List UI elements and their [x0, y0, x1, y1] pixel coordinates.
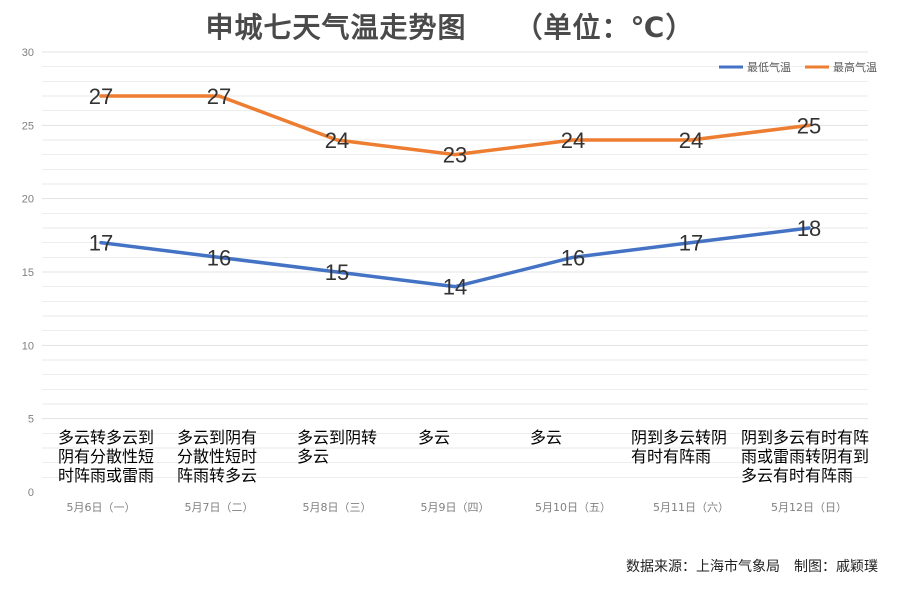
y-tick-label: 30 — [22, 47, 34, 59]
data-point — [217, 255, 221, 259]
data-point — [453, 285, 457, 289]
x-tick-label: 5月9日（四） — [421, 501, 490, 514]
weather-description: 有时有阵雨 — [631, 447, 711, 466]
y-tick-label: 25 — [22, 120, 34, 132]
data-label: 16 — [561, 245, 585, 270]
data-label: 27 — [207, 84, 231, 109]
weather-description: 时阵雨或雷雨 — [58, 466, 154, 485]
weather-description: 多云转多云到 — [58, 428, 154, 447]
data-label: 17 — [679, 231, 703, 256]
weather-description: 多云到阴转 — [297, 428, 377, 447]
y-tick-label: 10 — [22, 340, 34, 352]
x-tick-label: 5月11日（六） — [653, 501, 729, 514]
y-tick-label: 20 — [22, 194, 34, 206]
weather-description: 多云 — [418, 428, 450, 447]
data-point — [217, 94, 221, 98]
weather-description: 多云 — [297, 447, 329, 466]
x-tick-label: 5月6日（一） — [67, 501, 136, 514]
data-label: 24 — [561, 128, 585, 153]
data-point — [689, 138, 693, 142]
data-point — [571, 138, 575, 142]
weather-description: 阴到多云转阴 — [631, 428, 727, 447]
data-point — [99, 241, 103, 245]
x-tick-label: 5月8日（三） — [303, 501, 372, 514]
data-label: 23 — [443, 143, 467, 168]
credit-label: 制图：戚颖璞 — [794, 559, 878, 575]
source-footer: 数据来源：上海市气象局 制图：戚颖璞 — [626, 556, 878, 576]
weather-description: 多云有时有阵雨 — [741, 466, 853, 485]
data-point — [99, 94, 103, 98]
weather-description: 分散性短时 — [177, 447, 257, 466]
unit-label: （单位：℃） — [514, 11, 695, 44]
data-point — [689, 241, 693, 245]
weather-description: 阴有分散性短 — [58, 447, 154, 466]
data-label: 15 — [325, 260, 349, 285]
data-label: 24 — [325, 128, 349, 153]
title-text: 申城七天气温走势图 — [205, 11, 467, 44]
weather-description: 多云到阴有 — [177, 428, 257, 447]
data-label: 14 — [443, 275, 467, 300]
chart-title: 申城七天气温走势图 （单位：℃） — [0, 6, 900, 46]
weather-description: 多云 — [530, 428, 562, 447]
legend-label: 最低气温 — [747, 60, 791, 74]
legend-label: 最高气温 — [833, 60, 877, 74]
weather-description: 阴到多云有时有阵 — [741, 428, 869, 447]
data-point — [453, 153, 457, 157]
data-label: 18 — [797, 216, 821, 241]
y-tick-label: 15 — [22, 267, 34, 279]
data-label: 16 — [207, 245, 231, 270]
data-point — [571, 255, 575, 259]
data-label: 17 — [89, 231, 113, 256]
data-label: 24 — [679, 128, 703, 153]
data-point — [335, 138, 339, 142]
weather-description: 阵雨转多云 — [177, 466, 257, 485]
weather-description: 雨或雷雨转阴有到 — [741, 447, 869, 466]
data-point — [335, 270, 339, 274]
y-tick-label: 0 — [28, 487, 34, 499]
x-tick-label: 5月7日（二） — [185, 501, 254, 514]
data-label: 27 — [89, 84, 113, 109]
data-label: 25 — [797, 113, 821, 138]
y-tick-label: 5 — [28, 414, 34, 426]
data-point — [807, 226, 811, 230]
data-point — [807, 123, 811, 127]
x-tick-label: 5月10日（五） — [535, 501, 611, 514]
source-label: 数据来源：上海市气象局 — [626, 559, 780, 575]
x-tick-label: 5月12日（日） — [771, 501, 847, 514]
